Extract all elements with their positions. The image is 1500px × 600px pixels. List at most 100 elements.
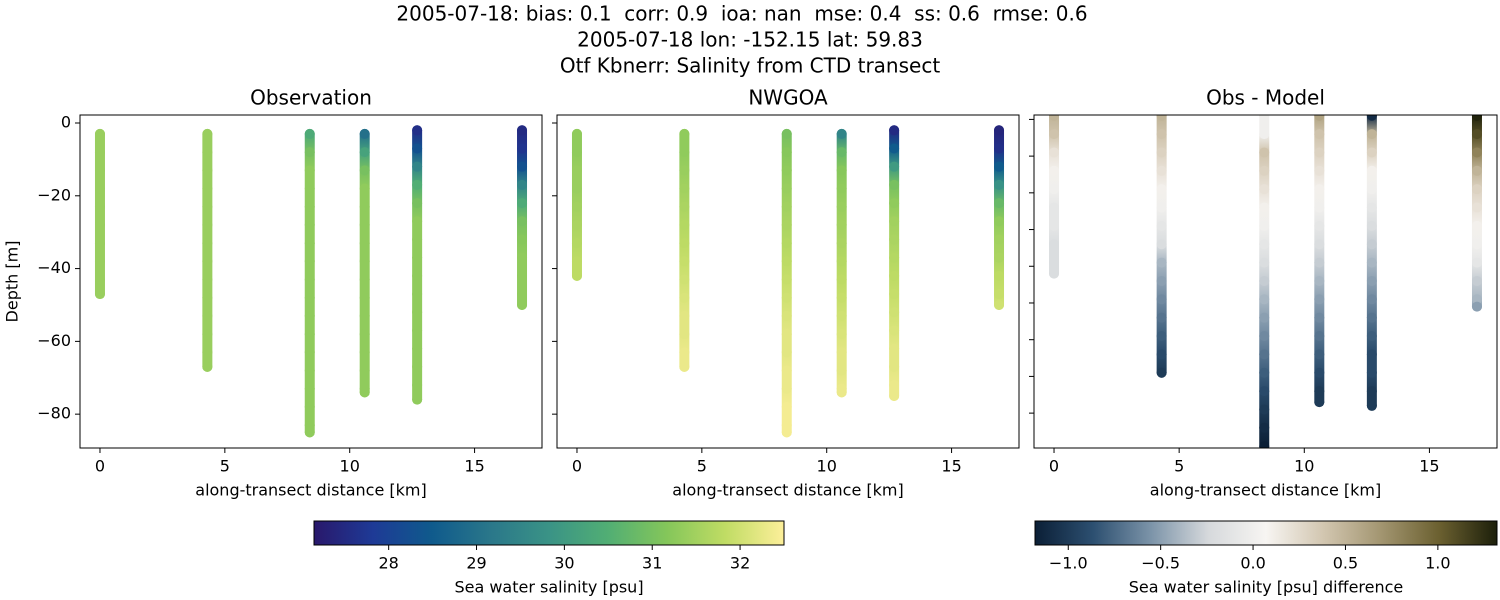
data-point: [94, 289, 105, 300]
data-point: [304, 347, 315, 358]
data-point: [1366, 129, 1377, 140]
data-point: [304, 274, 315, 285]
data-point: [517, 289, 528, 300]
data-point: [994, 270, 1005, 281]
data-point: [571, 201, 582, 212]
data-point: [836, 274, 847, 285]
colorbar: [1034, 520, 1498, 546]
x-tick-label: 0: [95, 457, 105, 476]
data-point: [1471, 294, 1482, 305]
axes-frame: [556, 114, 1020, 449]
data-point: [304, 201, 315, 212]
x-axis-label: along-transect distance [km]: [1150, 481, 1381, 500]
data-point: [781, 219, 792, 230]
data-point: [412, 216, 423, 227]
data-point: [1259, 239, 1270, 250]
data-point: [571, 256, 582, 267]
data-point: [781, 147, 792, 158]
data-point: [889, 234, 900, 245]
data-point: [1259, 275, 1270, 286]
data-point: [1314, 386, 1325, 397]
data-point: [412, 380, 423, 391]
data-point: [836, 347, 847, 358]
data-point: [1049, 202, 1060, 213]
data-point: [1366, 220, 1377, 231]
data-point: [1314, 397, 1325, 408]
data-point: [94, 219, 105, 230]
data-point: [412, 143, 423, 154]
colorbar-tick-label: 29: [466, 554, 486, 573]
data-point: [679, 147, 690, 158]
data-point: [1366, 147, 1377, 158]
data-point: [412, 125, 423, 136]
data-point: [994, 179, 1005, 190]
data-point: [836, 310, 847, 321]
data-point: [359, 165, 370, 176]
y-tick-label: −40: [37, 258, 71, 277]
data-point: [679, 165, 690, 176]
data-point: [359, 365, 370, 376]
data-point: [889, 361, 900, 372]
data-point: [1314, 202, 1325, 213]
data-point: [304, 219, 315, 230]
data-point: [836, 238, 847, 249]
data-point: [1314, 165, 1325, 176]
data-point: [1259, 202, 1270, 213]
data-point: [1366, 257, 1377, 268]
data-point: [202, 292, 213, 303]
data-point: [679, 219, 690, 230]
data-point: [679, 347, 690, 358]
data-point: [412, 289, 423, 300]
x-tick-label: 10: [340, 457, 360, 476]
data-point: [889, 325, 900, 336]
data-point: [994, 234, 1005, 245]
colorbar-tick-label: 31: [642, 554, 662, 573]
data-point: [1049, 184, 1060, 195]
colorbar-label: Sea water salinity [psu] difference: [1129, 578, 1404, 597]
data-point: [994, 289, 1005, 300]
colorbar: [313, 520, 785, 546]
data-point: [202, 165, 213, 176]
data-point: [517, 234, 528, 245]
data-point: [412, 161, 423, 172]
data-point: [1366, 184, 1377, 195]
data-point: [781, 383, 792, 394]
data-point: [359, 347, 370, 358]
data-point: [1156, 184, 1167, 195]
data-point: [202, 329, 213, 340]
data-point: [889, 252, 900, 263]
suptitle: Otf Kbnerr: Salinity from CTD transect: [560, 54, 941, 78]
x-axis-label: along-transect distance [km]: [195, 481, 426, 500]
data-point: [1471, 115, 1482, 121]
data-point: [1049, 129, 1060, 140]
data-point: [1471, 184, 1482, 195]
data-point: [1314, 129, 1325, 140]
data-point: [1259, 129, 1270, 140]
data-point: [304, 238, 315, 249]
data-point: [1156, 202, 1167, 213]
data-point: [889, 179, 900, 190]
data-point: [781, 310, 792, 321]
data-point: [836, 329, 847, 340]
data-point: [1366, 367, 1377, 378]
data-point: [359, 310, 370, 321]
data-point: [1366, 202, 1377, 213]
plot-area: [94, 125, 528, 438]
data-point: [304, 383, 315, 394]
data-point: [1471, 301, 1482, 312]
data-point: [359, 219, 370, 230]
data-point: [1156, 239, 1167, 250]
data-point: [517, 252, 528, 263]
x-tick-label: 15: [464, 457, 484, 476]
data-point: [836, 128, 847, 139]
data-point: [679, 238, 690, 249]
data-point: [1366, 400, 1377, 411]
y-tick-label: −80: [37, 404, 71, 423]
data-point: [1314, 115, 1325, 121]
panel-title: NWGOA: [748, 86, 828, 110]
data-point: [679, 183, 690, 194]
data-point: [781, 347, 792, 358]
data-point: [781, 256, 792, 267]
data-point: [1366, 331, 1377, 342]
data-point: [359, 128, 370, 139]
